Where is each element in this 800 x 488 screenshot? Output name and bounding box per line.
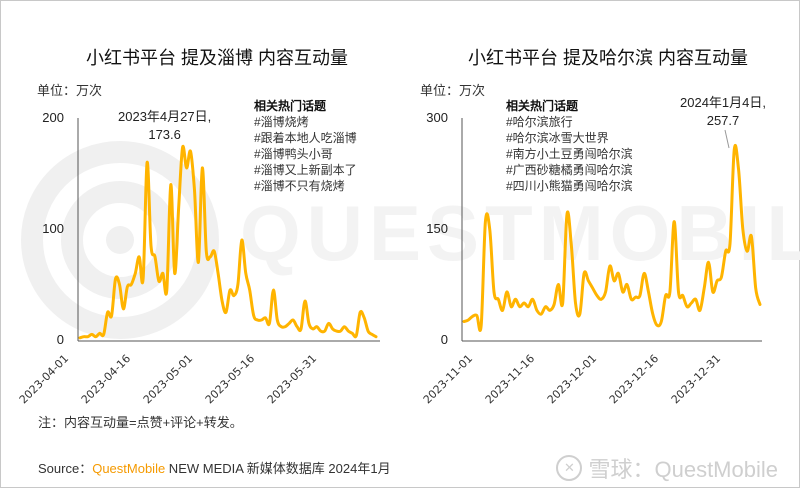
topic-item: #南方小土豆勇闯哈尔滨 <box>506 147 633 161</box>
ytick-0: 0 <box>56 332 64 347</box>
topic-item: #淄博烧烤 <box>254 115 309 129</box>
hot-topics-harbin: 相关热门话题 #哈尔滨旅行 #哈尔滨冰雪大世界 #南方小土豆勇闯哈尔滨 #广西砂… <box>506 98 633 194</box>
hot-topics-zibo: 相关热门话题 #淄博烧烤 #跟着本地人吃淄博 #淄博鸭头小哥 #淄博又上新副本了… <box>254 98 357 194</box>
source-line: Source：QuestMobile NEW MEDIA 新媒体数据库 2024… <box>38 458 391 477</box>
peak-annotation-zibo: 2023年4月27日, 173.6 <box>118 108 211 144</box>
topics-header: 相关热门话题 <box>254 99 327 113</box>
topic-item: #跟着本地人吃淄博 <box>254 131 357 145</box>
axes-harbin <box>461 118 762 342</box>
peak-annotation-harbin: 2024年1月4日, 257.7 <box>680 94 766 130</box>
logo-text: 雪球：QuestMobile <box>588 457 778 482</box>
ytick-150: 150 <box>426 221 448 236</box>
topic-item: #哈尔滨旅行 <box>506 115 573 129</box>
snowball-logo: ✕ 雪球：QuestMobile <box>556 452 778 484</box>
ytick-200: 200 <box>42 110 64 125</box>
ytick-300: 300 <box>426 110 448 125</box>
peak-date: 2023年4月27日, <box>118 109 212 124</box>
axes-zibo <box>77 118 380 342</box>
peak-value: 257.7 <box>706 113 740 128</box>
topic-item: #广西砂糖橘勇闯哈尔滨 <box>506 163 633 177</box>
topic-item: #淄博不只有烧烤 <box>254 179 345 193</box>
topic-item: #淄博又上新副本了 <box>254 163 357 177</box>
chart-title-harbin: 小红书平台 提及哈尔滨 内容互动量 <box>468 48 749 68</box>
topic-item: #淄博鸭头小哥 <box>254 147 333 161</box>
source-brand: QuestMobile <box>92 461 166 476</box>
unit-label-zibo: 单位：万次 <box>37 83 103 98</box>
topic-item: #哈尔滨冰雪大世界 <box>506 131 609 145</box>
footnote: 注：内容互动量=点赞+评论+转发。 <box>38 415 243 430</box>
unit-label-harbin: 单位：万次 <box>420 83 486 98</box>
snowball-icon: ✕ <box>556 455 583 481</box>
peak-value: 173.6 <box>148 127 181 142</box>
series-line-harbin <box>462 143 762 333</box>
topic-item: #四川小熊猫勇闯哈尔滨 <box>506 179 633 193</box>
source-prefix: Source： <box>38 461 93 476</box>
topics-header: 相关热门话题 <box>506 99 579 113</box>
ytick-0: 0 <box>440 332 448 347</box>
peak-leader-line <box>724 129 730 149</box>
source-rest: NEW MEDIA 新媒体数据库 2024年1月 <box>165 461 391 476</box>
chart-title-zibo: 小红书平台 提及淄博 内容互动量 <box>86 48 349 68</box>
peak-date: 2024年1月4日, <box>680 95 766 110</box>
series-line-zibo <box>78 144 378 340</box>
ytick-100: 100 <box>42 221 64 236</box>
